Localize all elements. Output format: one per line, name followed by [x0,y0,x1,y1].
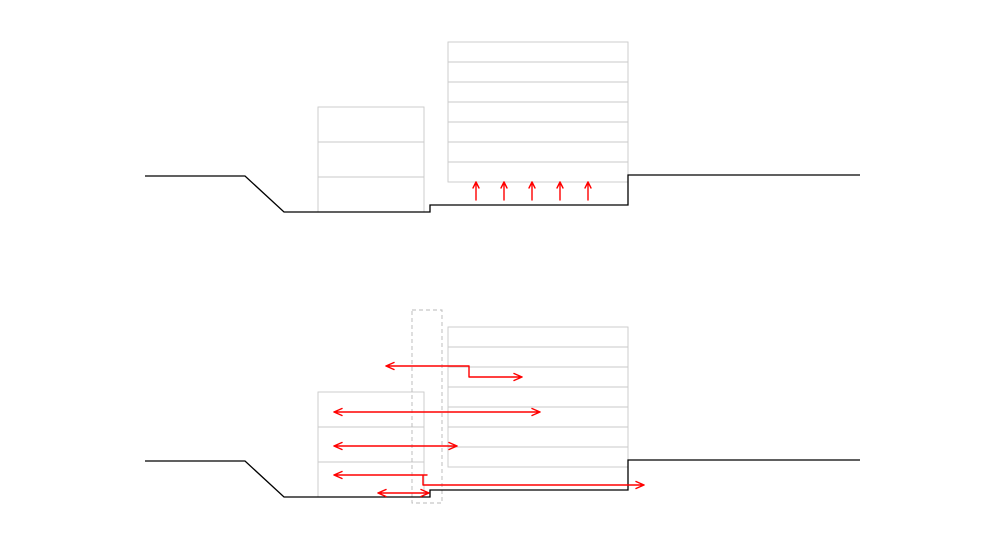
d1-building-right [448,42,628,182]
d2-building-left [318,392,424,497]
d1-ground-line [145,175,860,212]
d2-dashed-connector [412,310,442,503]
d1-building-left [318,107,424,212]
up-arrow-4 [585,182,591,200]
up-arrow-2 [529,182,535,200]
up-arrow-3 [557,182,563,200]
d2-building-right [448,327,628,467]
up-arrow-1 [501,182,507,200]
double-arrow-4 [378,490,429,497]
d2-ground-line [145,460,860,497]
diagram-canvas [0,0,1000,540]
d2-arrows [334,363,644,497]
double-arrow-0 [386,363,522,381]
d1-up-arrows [473,182,591,200]
double-arrow-1 [334,409,540,416]
double-arrow-2 [334,443,457,450]
double-arrow-3 [334,472,644,489]
up-arrow-0 [473,182,479,200]
